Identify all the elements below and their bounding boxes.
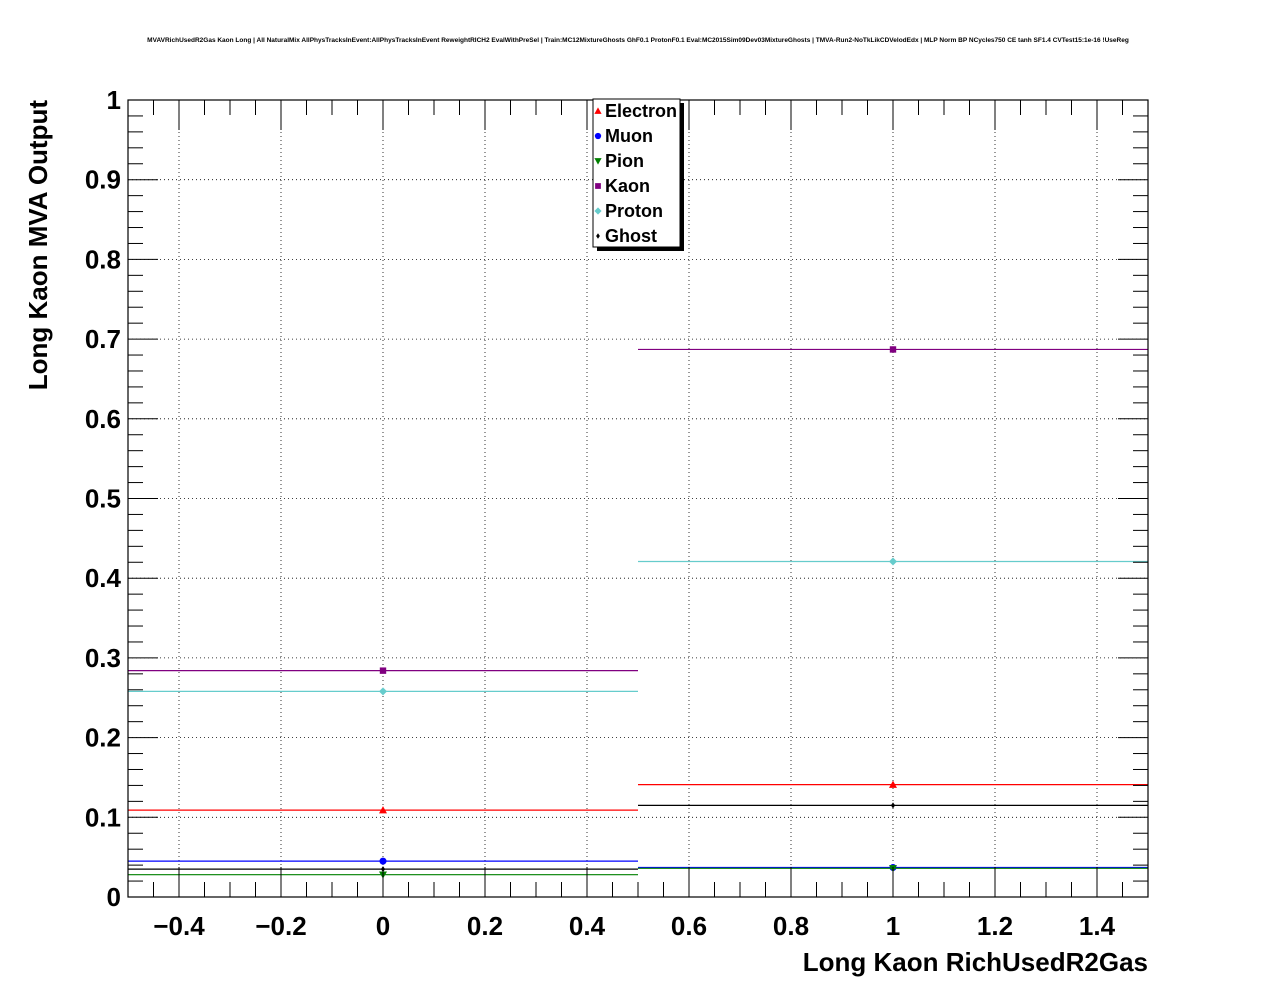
legend-marker-muon [594, 132, 602, 140]
x-axis-title: Long Kaon RichUsedR2Gas [803, 947, 1148, 977]
legend-marker-pion [594, 158, 602, 165]
x-tick-label: 1 [886, 911, 900, 941]
y-tick-label: 0.1 [85, 802, 121, 832]
legend-label-ghost: Ghost [605, 226, 657, 246]
y-tick-label: 0.4 [85, 563, 122, 593]
y-tick-label: 0.8 [85, 244, 121, 274]
y-tick-label: 0.6 [85, 404, 121, 434]
x-tick-label: −0.4 [153, 911, 205, 941]
proton-marker [889, 557, 897, 566]
x-tick-label: −0.2 [255, 911, 306, 941]
x-tick-label: 0.2 [467, 911, 503, 941]
axis-layer: −0.4 −0.2 0 0.2 0.4 0.6 0.8 1 1.2 1.4 0 0.1 0.2 0.3 0.… [85, 85, 1149, 941]
series-proton [128, 557, 1148, 696]
y-axis-title: Long Kaon MVA Output [23, 100, 53, 391]
y-tick-label: 0 [107, 882, 121, 912]
grid-layer [128, 99, 1148, 898]
legend: Electron Muon Pion Kaon Proton Ghost [592, 98, 684, 251]
series-kaon [128, 346, 1148, 674]
electron-marker [889, 780, 897, 788]
chart-title: MVAVRichUsedR2Gas Kaon Long | All Natura… [147, 37, 1129, 44]
legend-label-kaon: Kaon [605, 176, 650, 196]
y-tick-label: 1 [107, 85, 121, 115]
ghost-marker [890, 802, 896, 809]
legend-label-proton: Proton [605, 201, 663, 221]
legend-marker-electron [594, 107, 602, 114]
legend-label-muon: Muon [605, 126, 653, 146]
legend-marker-ghost [596, 233, 600, 239]
x-tick-label: 0.4 [569, 911, 606, 941]
x-tick-label: 1.4 [1079, 911, 1116, 941]
kaon-marker [379, 667, 387, 674]
y-tick-label: 0.9 [85, 165, 121, 195]
y-tick-label: 0.7 [85, 324, 121, 354]
legend-label-electron: Electron [605, 101, 677, 121]
electron-marker [379, 806, 387, 814]
legend-marker-kaon [595, 183, 601, 189]
x-tick-label: 0.8 [773, 911, 809, 941]
muon-marker [379, 857, 387, 865]
y-tick-label: 0.5 [85, 484, 121, 514]
y-tick-label: 0.3 [85, 643, 121, 673]
x-tick-label: 0.6 [671, 911, 707, 941]
kaon-marker [889, 346, 897, 353]
x-tick-label: 1.2 [977, 911, 1013, 941]
proton-marker [379, 687, 387, 696]
legend-box [592, 98, 681, 248]
legend-entries: Electron Muon Pion Kaon Proton Ghost [594, 101, 677, 246]
x-tick-label: 0 [376, 911, 390, 941]
legend-marker-proton [594, 207, 602, 215]
y-tick-label: 0.2 [85, 723, 121, 753]
series-electron [128, 780, 1148, 814]
legend-label-pion: Pion [605, 151, 644, 171]
